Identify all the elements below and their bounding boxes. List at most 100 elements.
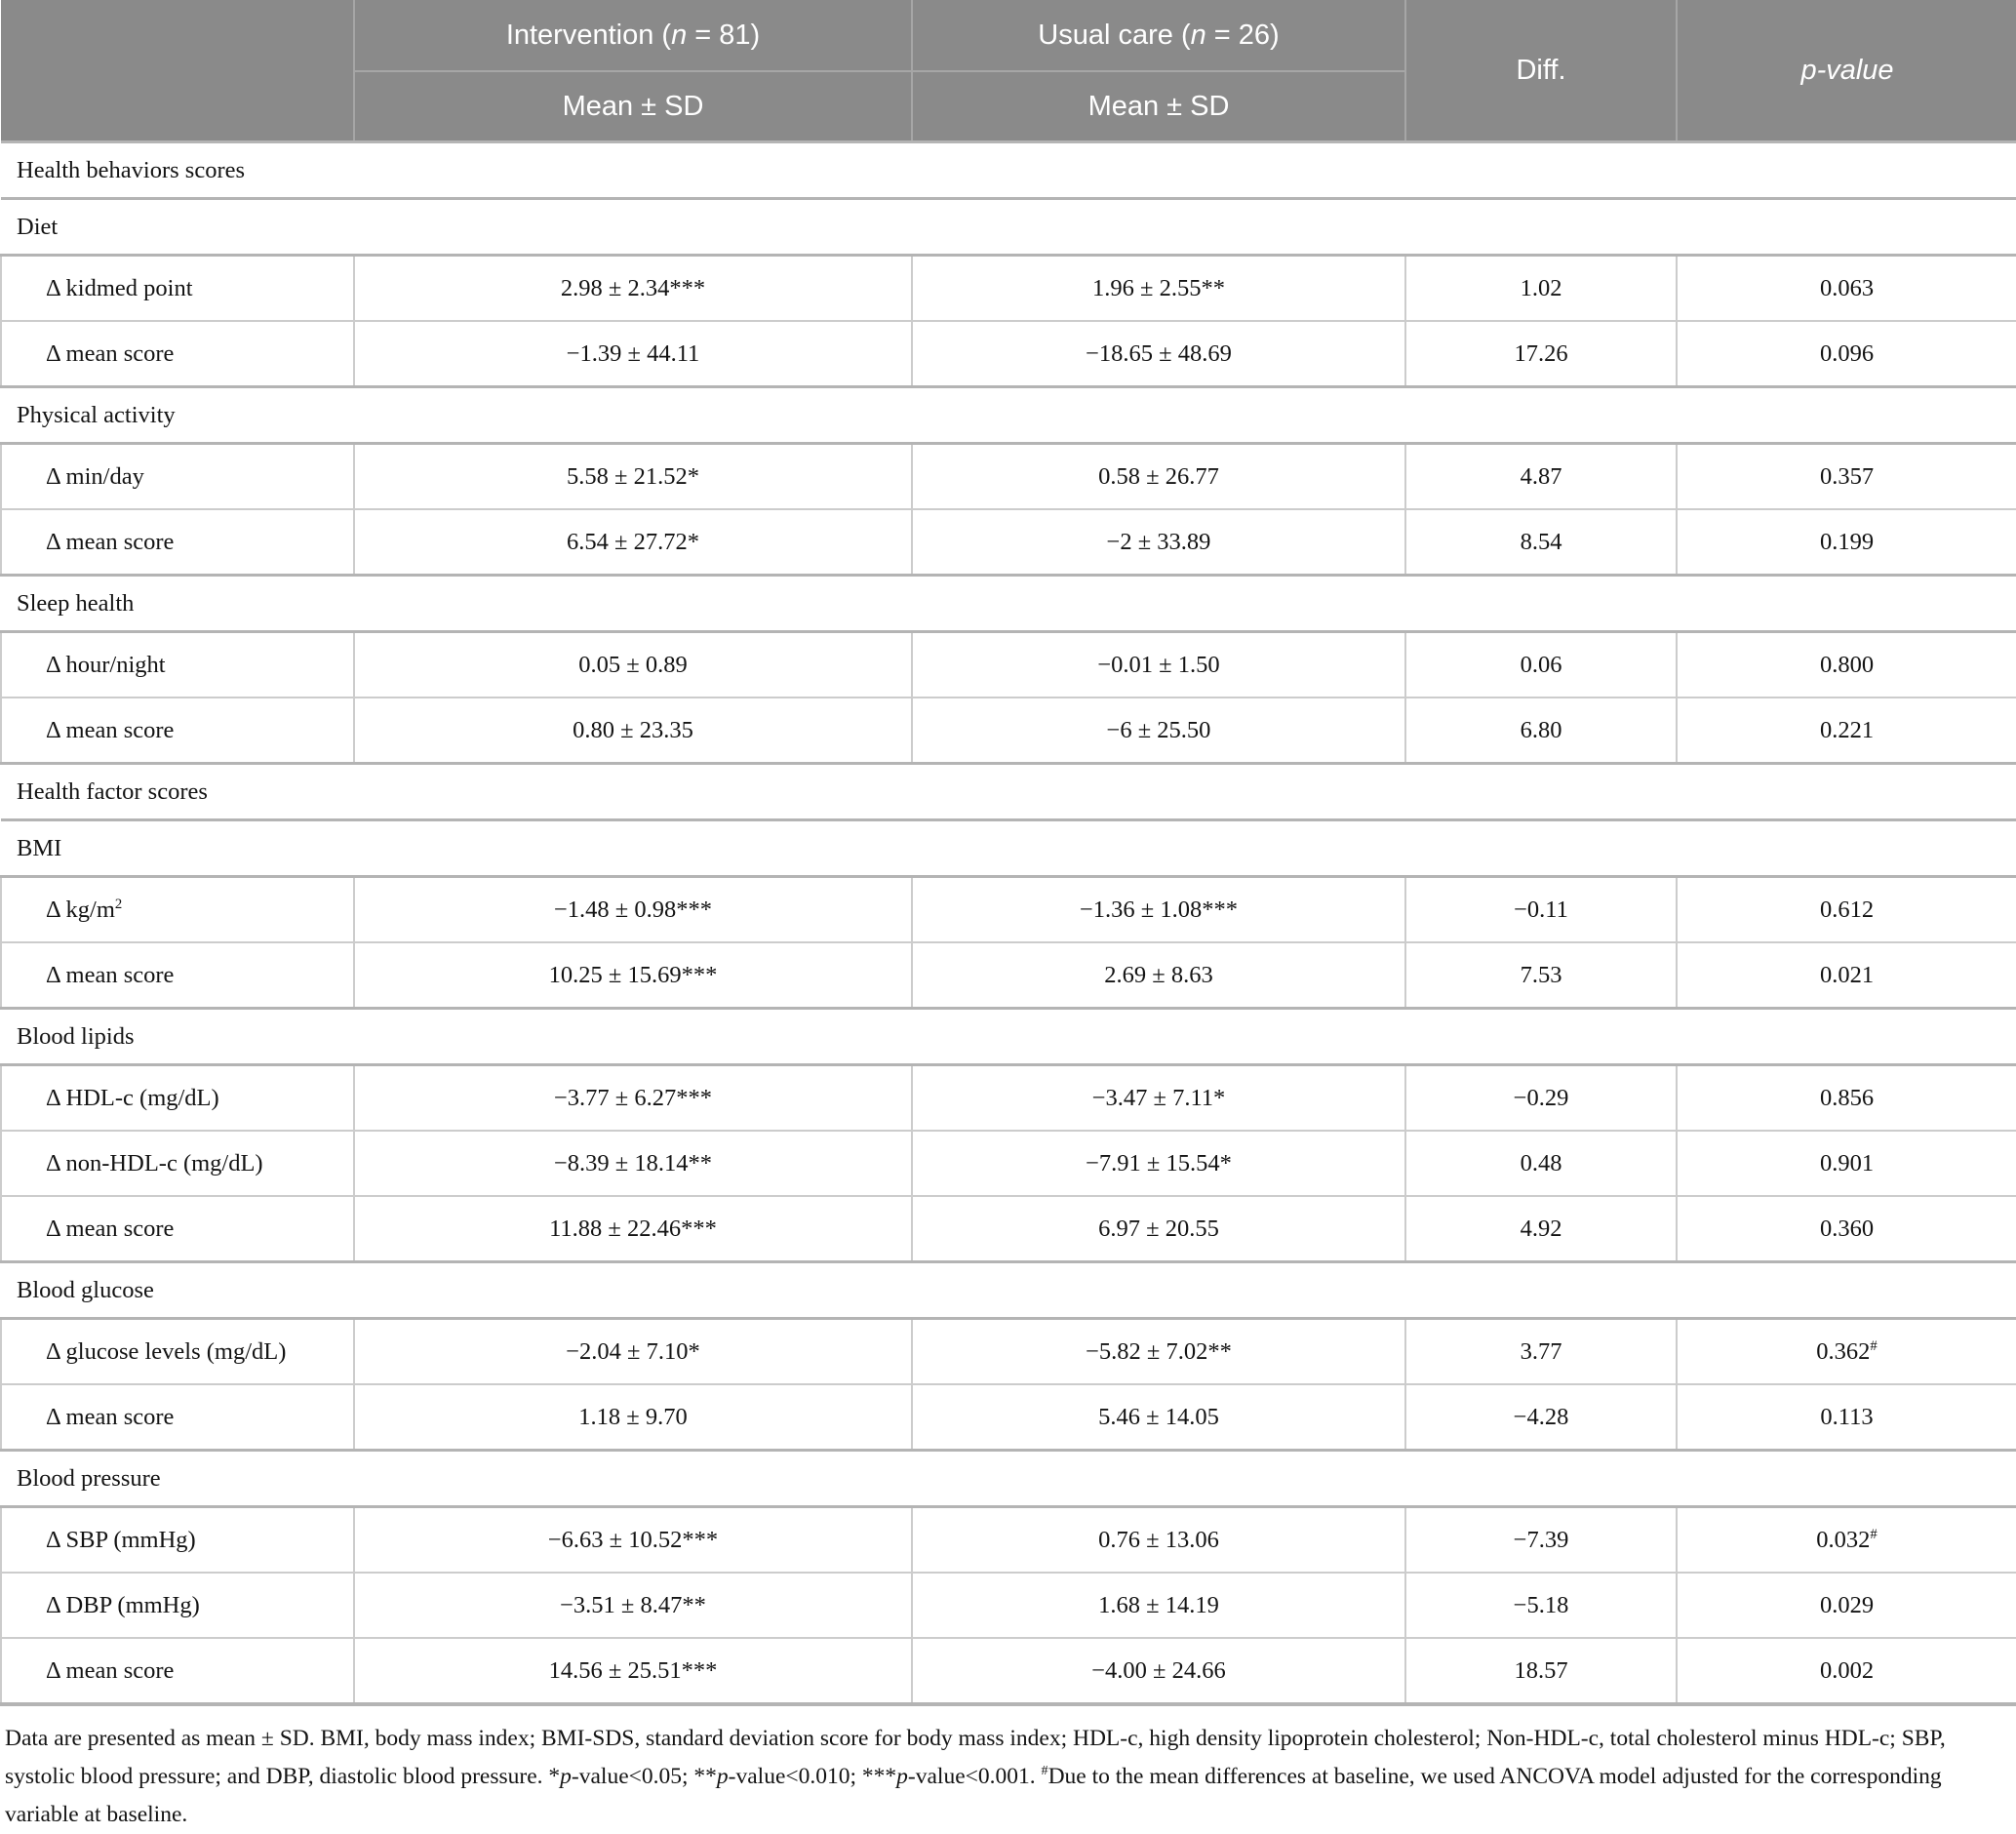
cell-p-value: 0.360 bbox=[1676, 1195, 2016, 1263]
section-header-label: BMI bbox=[1, 818, 2016, 878]
cell-diff: −5.18 bbox=[1404, 1572, 1678, 1639]
col-header-intervention-text: Intervention ( bbox=[505, 19, 672, 51]
cell-p-value: 0.032# bbox=[1676, 1505, 2016, 1574]
cell-p-value: 0.901 bbox=[1676, 1130, 2016, 1197]
cell-intervention-mean-sd: 5.58 ± 21.52* bbox=[353, 442, 913, 510]
table-row: Δ min/day 5.58 ± 21.52* 0.58 ± 26.77 4.87 0.… bbox=[0, 442, 2016, 510]
cell-usual-care-mean-sd: −4.00 ± 24.66 bbox=[911, 1637, 1406, 1706]
cell-intervention-mean-sd: 6.54 ± 27.72* bbox=[353, 508, 913, 577]
cell-p-value: 0.357 bbox=[1676, 442, 2016, 510]
cell-intervention-mean-sd: −1.39 ± 44.11 bbox=[353, 320, 913, 388]
section-row: Physical activity bbox=[1, 385, 2016, 445]
table-row: Δ mean score −1.39 ± 44.11 −18.65 ± 48.69 1… bbox=[0, 320, 2016, 388]
cell-diff: 4.87 bbox=[1404, 442, 1678, 510]
section-header-label: Blood pressure bbox=[1, 1449, 2016, 1508]
cell-p-value: 0.113 bbox=[1676, 1383, 2016, 1452]
table-row: Δ DBP (mmHg) −3.51 ± 8.47** 1.68 ± 14.19 −5… bbox=[0, 1572, 2016, 1639]
row-label: Δ mean score bbox=[0, 508, 355, 577]
cell-intervention-mean-sd: 14.56 ± 25.51*** bbox=[353, 1637, 913, 1706]
row-label: Δ min/day bbox=[0, 442, 355, 510]
col-header-usual-care: Usual care (n = 26) bbox=[911, 0, 1405, 72]
row-label: Δ DBP (mmHg) bbox=[0, 1572, 355, 1639]
section-header-label: Sleep health bbox=[1, 574, 2016, 633]
table-row: Δ non-HDL-c (mg/dL) −8.39 ± 18.14** −7.91 … bbox=[0, 1130, 2016, 1197]
results-table: Intervention (n = 81) Usual care (n = 26… bbox=[0, 0, 2016, 1706]
table-row: Δ mean score 11.88 ± 22.46*** 6.97 ± 20.55… bbox=[0, 1195, 2016, 1263]
table-row: Δ hour/night 0.05 ± 0.89 −0.01 ± 1.50 0.06 0… bbox=[0, 630, 2016, 698]
row-label: Δ mean score bbox=[0, 1383, 355, 1452]
cell-usual-care-mean-sd: −6 ± 25.50 bbox=[911, 697, 1406, 765]
cell-usual-care-mean-sd: 0.76 ± 13.06 bbox=[911, 1505, 1406, 1574]
cell-diff: 6.80 bbox=[1404, 697, 1678, 765]
table-row: Δ SBP (mmHg) −6.63 ± 10.52*** 0.76 ± 13.06… bbox=[0, 1505, 2016, 1574]
cell-diff: −4.28 bbox=[1404, 1383, 1678, 1452]
cell-p-value: 0.029 bbox=[1676, 1572, 2016, 1639]
table-footnote: Data are presented as mean ± SD. BMI, bo… bbox=[5, 1726, 1946, 1827]
col-header-usual-care-count: = 26) bbox=[1206, 19, 1280, 51]
col-header-intervention-n: n bbox=[671, 19, 688, 51]
p-value-superscript: # bbox=[1870, 1526, 1878, 1542]
section-header-label: Health factor scores bbox=[1, 762, 2016, 821]
row-label: Δ kidmed point bbox=[0, 254, 355, 322]
section-row: Blood pressure bbox=[1, 1449, 2016, 1508]
col-header-intervention-count: = 81) bbox=[687, 19, 761, 51]
cell-usual-care-mean-sd: −1.36 ± 1.08*** bbox=[911, 875, 1406, 943]
cell-intervention-mean-sd: 1.18 ± 9.70 bbox=[353, 1383, 913, 1452]
section-row: Blood lipids bbox=[1, 1007, 2016, 1066]
cell-diff: 7.53 bbox=[1404, 941, 1678, 1010]
cell-usual-care-mean-sd: 5.46 ± 14.05 bbox=[911, 1383, 1406, 1452]
cell-usual-care-mean-sd: −7.91 ± 15.54* bbox=[911, 1130, 1406, 1197]
col-header-usual-care-n: n bbox=[1190, 19, 1206, 51]
cell-intervention-mean-sd: −2.04 ± 7.10* bbox=[353, 1317, 913, 1385]
row-label: Δ mean score bbox=[0, 320, 355, 388]
cell-diff: −0.11 bbox=[1404, 875, 1678, 943]
cell-intervention-mean-sd: 11.88 ± 22.46*** bbox=[353, 1195, 913, 1263]
section-row: Health behaviors scores bbox=[1, 140, 2016, 200]
table-body: Health behaviors scores Diet Δ kidmed poin… bbox=[0, 140, 2016, 1706]
cell-usual-care-mean-sd: 1.96 ± 2.55** bbox=[911, 254, 1406, 322]
row-label: Δ HDL-c (mg/dL) bbox=[0, 1063, 355, 1132]
cell-usual-care-mean-sd: −5.82 ± 7.02** bbox=[911, 1317, 1406, 1385]
cell-p-value: 0.002 bbox=[1676, 1637, 2016, 1706]
row-label: Δ mean score bbox=[0, 1195, 355, 1263]
cell-intervention-mean-sd: 0.80 ± 23.35 bbox=[353, 697, 913, 765]
footnote-italic: p bbox=[896, 1764, 908, 1789]
row-label: Δ hour/night bbox=[0, 630, 355, 698]
cell-intervention-mean-sd: −8.39 ± 18.14** bbox=[353, 1130, 913, 1197]
footnote-superscript: # bbox=[1041, 1763, 1048, 1779]
cell-diff: 0.06 bbox=[1404, 630, 1678, 698]
p-value-superscript: # bbox=[1870, 1337, 1878, 1354]
row-label: Δ mean score bbox=[0, 941, 355, 1010]
section-row: Sleep health bbox=[1, 574, 2016, 633]
label-superscript: 2 bbox=[114, 896, 123, 912]
cell-diff: −7.39 bbox=[1404, 1505, 1678, 1574]
table-row: Δ kg/m2 −1.48 ± 0.98*** −1.36 ± 1.08*** −0.… bbox=[0, 875, 2016, 943]
table-header: Intervention (n = 81) Usual care (n = 26… bbox=[1, 0, 2016, 142]
footnote-italic: p bbox=[560, 1764, 572, 1789]
table-row: Δ mean score 6.54 ± 27.72* −2 ± 33.89 8.54 0… bbox=[0, 508, 2016, 577]
cell-usual-care-mean-sd: 0.58 ± 26.77 bbox=[911, 442, 1406, 510]
row-label: Δ mean score bbox=[0, 697, 355, 765]
cell-p-value: 0.856 bbox=[1676, 1063, 2016, 1132]
cell-intervention-mean-sd: −3.51 ± 8.47** bbox=[353, 1572, 913, 1639]
cell-diff: 17.26 bbox=[1404, 320, 1678, 388]
col-header-usual-care-text: Usual care ( bbox=[1038, 19, 1191, 51]
cell-p-value: 0.199 bbox=[1676, 508, 2016, 577]
cell-intervention-mean-sd: 10.25 ± 15.69*** bbox=[353, 941, 913, 1010]
cell-diff: 1.02 bbox=[1404, 254, 1678, 322]
cell-p-value: 0.221 bbox=[1676, 697, 2016, 765]
cell-usual-care-mean-sd: −2 ± 33.89 bbox=[911, 508, 1406, 577]
cell-p-value: 0.800 bbox=[1676, 630, 2016, 698]
section-row: Health factor scores bbox=[1, 762, 2016, 821]
cell-intervention-mean-sd: −3.77 ± 6.27*** bbox=[353, 1063, 913, 1132]
section-row: Diet bbox=[1, 197, 2016, 257]
row-label: Δ SBP (mmHg) bbox=[0, 1505, 355, 1574]
footnote-italic: p bbox=[716, 1764, 729, 1789]
cell-diff: 18.57 bbox=[1404, 1637, 1678, 1706]
cell-usual-care-mean-sd: −3.47 ± 7.11* bbox=[911, 1063, 1406, 1132]
section-header-label: Blood lipids bbox=[1, 1007, 2016, 1066]
cell-intervention-mean-sd: 2.98 ± 2.34*** bbox=[353, 254, 913, 322]
cell-intervention-mean-sd: 0.05 ± 0.89 bbox=[353, 630, 913, 698]
row-label: Δ glucose levels (mg/dL) bbox=[0, 1317, 355, 1385]
